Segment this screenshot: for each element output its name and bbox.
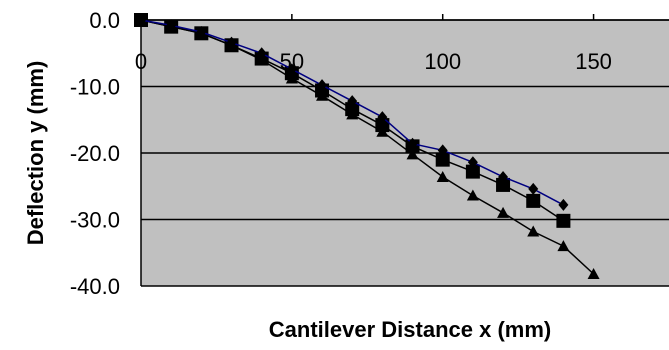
data-point (317, 79, 328, 92)
y-tick-labels: 0.0 -10.0 -20.0 -30.0 -40.0 (70, 8, 120, 299)
data-point (587, 268, 600, 280)
data-point (166, 19, 177, 32)
y-tick-label: -40.0 (70, 274, 120, 299)
data-point (437, 144, 448, 157)
data-point (467, 156, 478, 169)
y-tick-label: 0.0 (89, 8, 120, 33)
series-diamond (136, 14, 569, 211)
data-point (347, 95, 358, 108)
data-point (528, 182, 539, 195)
data-point (435, 152, 450, 167)
data-point (136, 14, 146, 26)
x-tick-label: 0 (135, 49, 147, 74)
data-point (557, 240, 570, 252)
data-point (345, 102, 360, 117)
data-point (256, 47, 267, 60)
y-tick-label: -10.0 (70, 75, 120, 100)
data-point (558, 198, 569, 211)
data-point (526, 193, 541, 208)
y-tick-label: -20.0 (70, 141, 120, 166)
grid-lines (140, 14, 669, 287)
data-point (466, 189, 479, 201)
data-point (497, 206, 510, 218)
x-tick-label: 150 (575, 49, 612, 74)
data-point (527, 225, 540, 237)
data-point (196, 25, 207, 38)
data-point (286, 63, 297, 76)
data-point (498, 170, 509, 183)
data-point (407, 137, 418, 150)
data-point (496, 177, 511, 192)
data-point (436, 170, 449, 182)
x-tick-label: 100 (424, 49, 461, 74)
data-point (375, 118, 390, 133)
data-point (226, 36, 237, 49)
series-layer (134, 13, 600, 280)
y-axis-title: Deflection y (mm) (23, 61, 48, 246)
data-point (377, 111, 388, 124)
data-point (465, 164, 480, 179)
data-point (406, 148, 419, 160)
x-axis-title: Cantilever Distance x (mm) (269, 317, 551, 342)
y-tick-label: -30.0 (70, 208, 120, 233)
data-point (556, 213, 571, 228)
